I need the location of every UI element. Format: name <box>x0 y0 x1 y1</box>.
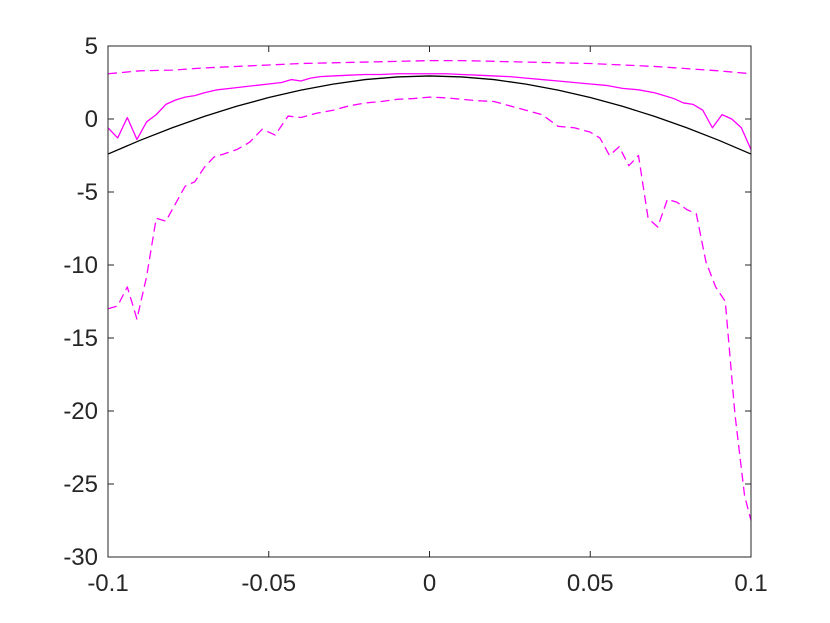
x-tick-label: 0.05 <box>567 570 614 597</box>
y-tick-label: -30 <box>63 544 98 571</box>
series-line-1 <box>108 73 751 150</box>
y-tick-label: 0 <box>85 106 98 133</box>
axes-layer: -0.1 -0.05 0 0.05 0.1 5 0 -5 -10 -15 -20 -25 -30 <box>63 33 767 597</box>
y-tick-label: 5 <box>85 33 98 60</box>
y-tick-label: -20 <box>63 398 98 425</box>
x-tick-label: -0.1 <box>87 570 128 597</box>
series-layer <box>108 59 751 521</box>
series-line-0 <box>108 75 751 155</box>
plot-area <box>108 46 751 557</box>
series-line-3 <box>108 96 751 521</box>
y-tick-label: -15 <box>63 325 98 352</box>
y-tick-label: -25 <box>63 471 98 498</box>
y-tick-label: -10 <box>63 252 98 279</box>
x-tick-label: 0 <box>423 570 436 597</box>
x-tick-label: -0.05 <box>241 570 296 597</box>
y-tick-label: -5 <box>77 179 98 206</box>
series-line-2 <box>108 59 751 75</box>
x-tick-label: 0.1 <box>734 570 767 597</box>
